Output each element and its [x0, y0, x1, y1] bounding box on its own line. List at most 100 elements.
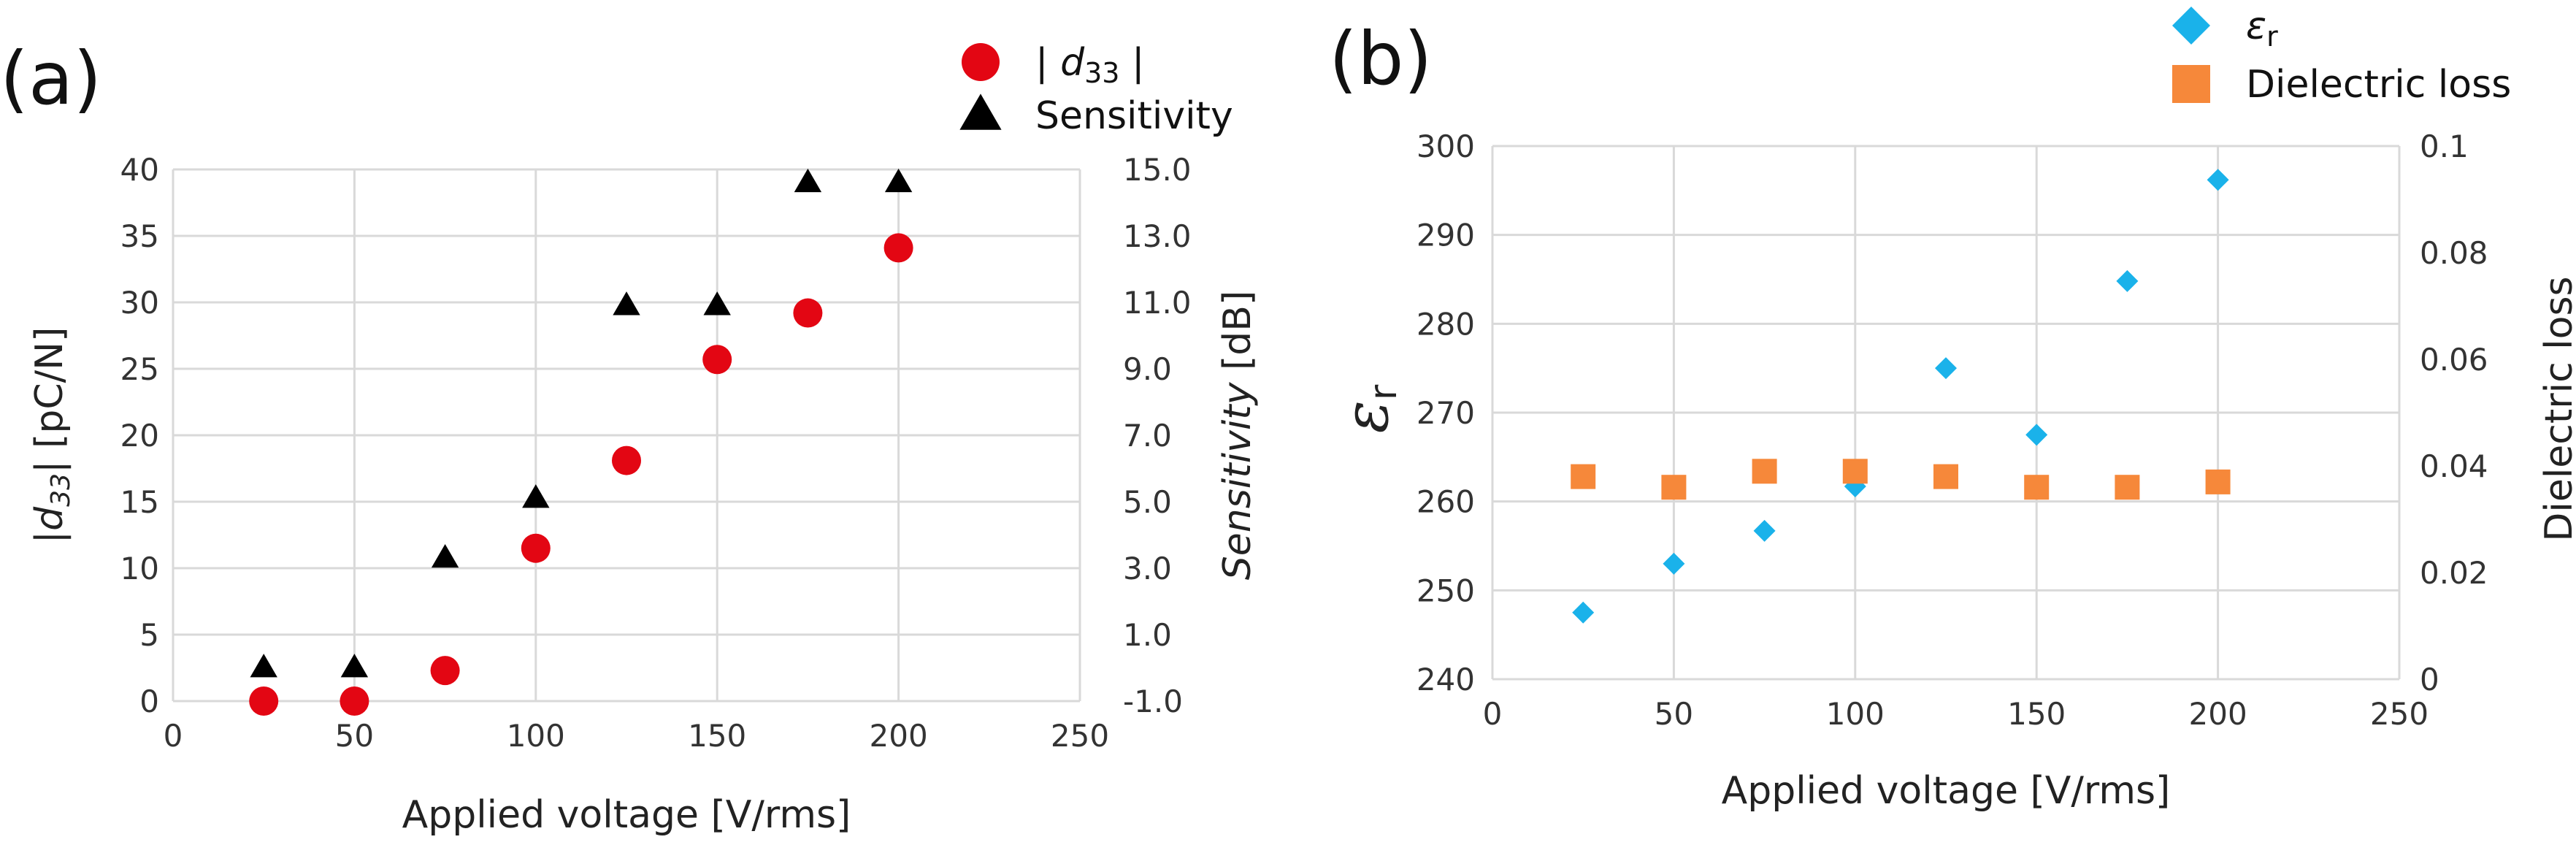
y-right-axis-title-part: [dB]	[1216, 291, 1260, 383]
y-left-tick-label: 40	[120, 152, 159, 188]
y-right-tick-label: 3.0	[1123, 551, 1172, 586]
data-point	[1842, 459, 1868, 484]
legend-label: | d33 |	[1035, 41, 1145, 89]
data-point	[794, 168, 822, 193]
data-point	[250, 654, 277, 678]
data-point	[883, 233, 913, 263]
y-right-tick-label: 11.0	[1123, 285, 1192, 321]
y-right-tick-label: -1.0	[1123, 684, 1183, 719]
y-left-axis-title-subscript: r	[1362, 384, 1406, 400]
x-tick-label: 200	[870, 718, 928, 754]
legend-label: Dielectric loss	[2246, 63, 2511, 107]
y-left-tick-label: 35	[120, 218, 159, 254]
y-left-axis-title-symbol: ε	[1330, 400, 1402, 433]
data-point	[522, 484, 550, 508]
legend-marker	[959, 93, 1002, 130]
data-point	[703, 291, 731, 315]
x-tick-label: 50	[1655, 696, 1693, 732]
series-primary	[1572, 169, 2229, 624]
x-tick-label: 100	[507, 718, 565, 754]
y-left-tick-label: 30	[120, 285, 159, 321]
y-right-axis-title-part: Dielectric loss	[2537, 276, 2576, 541]
data-point	[1935, 357, 1957, 380]
y-left-axis-title-subscript: 33	[46, 473, 76, 507]
y-right-tick-label: 5.0	[1123, 484, 1172, 520]
data-point	[2115, 475, 2140, 500]
y-right-tick-label: 1.0	[1123, 617, 1172, 653]
data-point	[1572, 601, 1595, 624]
y-left-tick-label: 300	[1417, 129, 1475, 164]
y-left-axis-title-symbol: d	[28, 506, 72, 531]
data-point	[1752, 459, 1777, 484]
x-axis-title: Applied voltage [V/rms]	[1722, 769, 2171, 813]
data-point	[2024, 475, 2050, 500]
y-left-tick-label: 20	[120, 418, 159, 454]
data-point	[613, 291, 640, 315]
y-right-axis-title: Dielectric loss	[2537, 276, 2576, 541]
data-point	[340, 686, 369, 716]
x-tick-label: 150	[2007, 696, 2066, 732]
y-left-tick-label: 240	[1417, 662, 1475, 697]
data-point	[430, 656, 460, 686]
chart-panel-b: 0 50 100 150 200 250 240 250 260 270 280 290 300 0 0.0…	[1329, 4, 2576, 813]
data-point	[884, 168, 913, 193]
y-right-axis-title: Sensitivity [dB]	[1216, 291, 1260, 581]
legend-label-text: Dielectric loss	[2246, 63, 2511, 107]
series-primary	[249, 233, 913, 716]
legend-label-part: |	[1119, 41, 1144, 85]
data-point	[2025, 424, 2048, 446]
data-point	[1933, 464, 1958, 489]
data-point	[1661, 475, 1687, 500]
data-point	[1571, 464, 1596, 489]
chart-panel-a: 0 50 100 150 200 250 0 5 10 15 20 25 30 35 40 -1.0 1.0 3.…	[0, 36, 1260, 837]
legend-label-subscript: r	[2266, 20, 2278, 53]
data-point	[1753, 519, 1776, 542]
data-point	[1663, 552, 1685, 575]
legend: εr Dielectric loss	[2172, 4, 2511, 107]
y-right-tick-label: 0.06	[2420, 342, 2488, 378]
data-point	[612, 445, 641, 475]
y-right-tick-label: 0	[2420, 662, 2439, 697]
y-right-tick-label: 0.1	[2420, 129, 2469, 164]
y-left-axis-title-part: |	[28, 531, 72, 544]
panel-label: (a)	[0, 36, 101, 121]
legend-label-subscript: 33	[1084, 57, 1119, 89]
y-left-axis-title: εr	[1330, 384, 1406, 433]
series-secondary	[250, 168, 913, 678]
legend-marker	[962, 43, 1000, 81]
y-left-tick-label: 250	[1417, 573, 1475, 608]
y-right-tick-label: 0.02	[2420, 555, 2488, 591]
x-tick-label: 50	[335, 718, 374, 754]
data-point	[2205, 469, 2231, 494]
y-right-tick-label: 0.08	[2420, 235, 2488, 271]
x-tick-label: 150	[688, 718, 746, 754]
x-axis-title: Applied voltage [V/rms]	[402, 793, 851, 837]
y-left-tick-label: 270	[1417, 395, 1475, 431]
y-left-tick-label: 280	[1417, 306, 1475, 342]
legend-label-symbol: ε	[2246, 4, 2266, 48]
y-left-tick-label: 260	[1417, 484, 1475, 520]
y-left-tick-label: 5	[139, 617, 159, 653]
legend-label: εr	[2246, 4, 2278, 53]
x-tick-label: 200	[2189, 696, 2247, 732]
legend: | d33 | Sensitivity	[959, 41, 1233, 138]
x-tick-label: 250	[2370, 696, 2429, 732]
x-tick-label: 250	[1051, 718, 1109, 754]
legend-marker	[2172, 7, 2210, 45]
legend-label-text: Sensitivity	[1035, 94, 1233, 138]
x-tick-label: 0	[164, 718, 183, 754]
data-point	[249, 686, 279, 716]
y-right-tick-label: 7.0	[1123, 418, 1172, 454]
y-left-tick-label: 290	[1417, 218, 1475, 253]
y-right-axis-title-part: Sensitivity	[1216, 381, 1260, 580]
legend-label-part: |	[1035, 41, 1060, 85]
legend-label-symbol: d	[1060, 41, 1085, 85]
y-right-tick-label: 15.0	[1123, 152, 1192, 188]
legend-label: Sensitivity	[1035, 94, 1233, 138]
y-left-tick-label: 25	[120, 351, 159, 387]
y-right-tick-label: 0.04	[2420, 448, 2488, 484]
y-left-axis-title: |d33| [pC/N]	[28, 327, 76, 544]
legend-marker	[2172, 65, 2210, 103]
x-tick-label: 0	[1483, 696, 1503, 732]
